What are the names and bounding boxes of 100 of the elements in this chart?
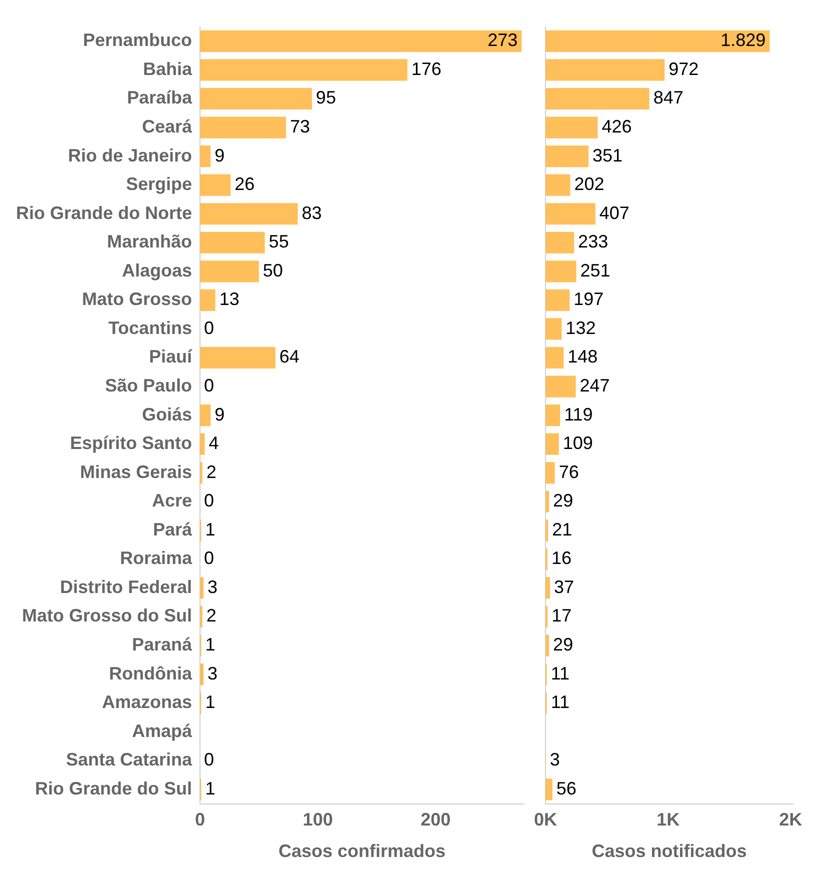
data-label: 11 bbox=[550, 692, 570, 712]
bar bbox=[546, 346, 564, 369]
data-label: 0 bbox=[204, 318, 214, 338]
data-label: 247 bbox=[580, 375, 610, 396]
bar bbox=[546, 59, 665, 81]
bar bbox=[200, 59, 408, 81]
y-tick-label: Pará bbox=[152, 519, 193, 540]
y-tick-label: Maranhão bbox=[106, 232, 192, 252]
data-label: 1 bbox=[205, 519, 216, 540]
data-label: 407 bbox=[599, 202, 630, 223]
data-label: 176 bbox=[411, 58, 442, 79]
bar bbox=[200, 232, 265, 254]
bar bbox=[546, 174, 570, 196]
data-label: 56 bbox=[556, 778, 576, 798]
x-axis-title: Casos notificados bbox=[592, 841, 747, 862]
bar bbox=[200, 289, 216, 311]
bar bbox=[546, 289, 570, 311]
bar bbox=[546, 462, 555, 484]
bar bbox=[200, 88, 312, 110]
y-tick-label: Amapá bbox=[132, 720, 193, 741]
y-tick-label: Paraíba bbox=[126, 88, 193, 108]
y-tick-label: Roraima bbox=[120, 548, 193, 568]
bar bbox=[546, 88, 650, 110]
bar bbox=[200, 116, 286, 138]
data-label: 83 bbox=[302, 202, 322, 223]
data-label: 13 bbox=[219, 289, 240, 310]
data-label: 9 bbox=[214, 404, 225, 424]
data-label: 17 bbox=[552, 606, 572, 626]
y-tick-label: Mato Grosso bbox=[82, 289, 192, 310]
y-tick-label: Piauí bbox=[148, 346, 194, 367]
y-tick-label: Mato Grosso do Sul bbox=[22, 606, 192, 626]
data-label: 26 bbox=[234, 174, 255, 194]
x-tick-label: 100 bbox=[302, 810, 333, 830]
data-label: 50 bbox=[262, 260, 283, 280]
data-label: 29 bbox=[553, 634, 574, 654]
bar bbox=[200, 174, 231, 196]
data-label: 109 bbox=[562, 433, 593, 454]
y-tick-label: Tocantins bbox=[108, 318, 192, 338]
data-label: 351 bbox=[592, 145, 623, 166]
data-label: 148 bbox=[568, 346, 598, 367]
data-label: 119 bbox=[564, 404, 593, 424]
y-tick-label: Pernambuco bbox=[82, 30, 192, 50]
data-label: 847 bbox=[653, 88, 684, 108]
y-tick-label: Rondônia bbox=[109, 663, 193, 684]
data-label: 2 bbox=[206, 606, 216, 626]
x-tick-label: 2K bbox=[779, 810, 802, 830]
data-label: 1 bbox=[205, 778, 216, 798]
bar bbox=[546, 778, 552, 800]
bar bbox=[546, 260, 576, 282]
data-label: 233 bbox=[578, 232, 608, 252]
y-tick-label: Paraná bbox=[132, 634, 193, 654]
x-tick-label: 0K bbox=[534, 810, 558, 830]
x-tick-label: 1K bbox=[656, 810, 680, 830]
data-label: 73 bbox=[290, 116, 310, 136]
data-label: 3 bbox=[208, 663, 218, 684]
bar bbox=[200, 30, 522, 52]
data-label: 197 bbox=[574, 289, 604, 310]
data-label: 21 bbox=[552, 519, 572, 540]
data-label: 1 bbox=[205, 692, 216, 712]
bar bbox=[546, 376, 576, 398]
data-label: 972 bbox=[668, 58, 699, 79]
bar bbox=[546, 404, 560, 426]
data-label: 202 bbox=[574, 174, 604, 194]
y-tick-label: Distrito Federal bbox=[60, 576, 192, 597]
bar bbox=[546, 433, 559, 455]
bar bbox=[200, 260, 259, 282]
bar bbox=[200, 146, 211, 168]
data-label: 76 bbox=[558, 462, 579, 482]
data-label: 273 bbox=[488, 30, 518, 50]
data-label: 0 bbox=[204, 548, 214, 568]
data-label: 55 bbox=[268, 232, 289, 252]
bar bbox=[546, 318, 562, 340]
data-label: 251 bbox=[580, 260, 610, 280]
x-tick-label: 200 bbox=[420, 810, 451, 830]
y-tick-label: Ceará bbox=[142, 116, 193, 136]
y-tick-label: Rio Grande do Sul bbox=[34, 778, 192, 798]
y-tick-label: Minas Gerais bbox=[80, 462, 192, 482]
y-tick-label: Espírito Santo bbox=[70, 433, 192, 454]
data-label: 0 bbox=[204, 750, 214, 770]
y-tick-label: Rio Grande do Norte bbox=[16, 202, 192, 223]
data-label: 9 bbox=[214, 145, 225, 166]
bar bbox=[546, 232, 574, 254]
data-label: 16 bbox=[551, 548, 572, 568]
y-tick-label: Bahia bbox=[142, 58, 193, 79]
y-tick-label: Santa Catarina bbox=[66, 750, 193, 770]
data-label: 29 bbox=[553, 490, 574, 511]
x-tick-label: 0 bbox=[195, 810, 206, 830]
y-tick-label: Goiás bbox=[142, 404, 192, 424]
bar bbox=[546, 116, 598, 138]
data-label: 0 bbox=[204, 490, 214, 511]
y-tick-label: São Paulo bbox=[104, 375, 192, 396]
bar bbox=[200, 346, 276, 369]
bar bbox=[200, 404, 211, 426]
y-tick-label: Alagoas bbox=[122, 260, 192, 280]
bar bbox=[546, 203, 596, 225]
data-label: 426 bbox=[602, 116, 632, 136]
data-label: 37 bbox=[554, 576, 574, 597]
data-label: 3 bbox=[208, 576, 218, 597]
data-label: 11 bbox=[550, 663, 570, 684]
data-label: 3 bbox=[550, 750, 560, 770]
